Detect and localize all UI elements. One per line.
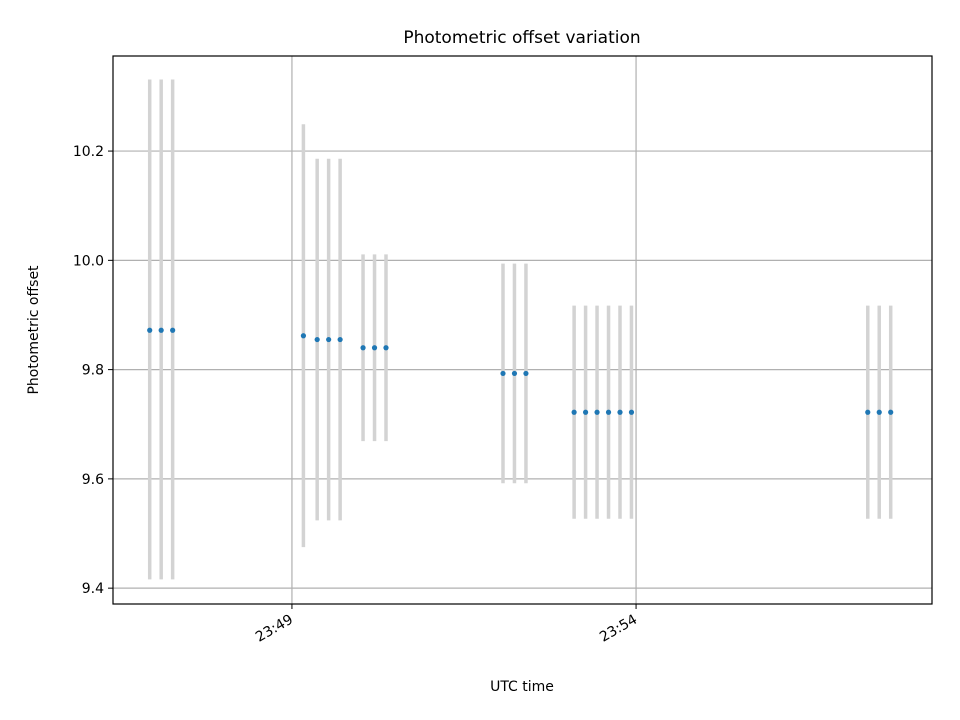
data-point (865, 409, 871, 415)
y-tick-label: 9.8 (82, 363, 104, 379)
axis-ticks: 9.4 9.6 9.8 10.0 10.2 23:49 23:54 (73, 144, 640, 646)
chart-title: Photometric offset variation (403, 28, 640, 48)
data-point (888, 409, 894, 415)
x-tick-label: 23:54 (597, 612, 640, 646)
data-point (876, 409, 882, 415)
x-axis-label: UTC time (490, 679, 554, 695)
data-point (582, 409, 589, 415)
data-point (371, 345, 378, 351)
y-axis-label: Photometric offset (26, 265, 42, 395)
data-point (628, 409, 635, 415)
data-point (326, 336, 332, 343)
data-point (337, 336, 343, 343)
error-bars (147, 79, 893, 580)
data-point (170, 327, 176, 333)
data-point (314, 336, 320, 343)
data-point (147, 327, 153, 333)
data-point (500, 370, 506, 377)
data-point (383, 345, 389, 351)
y-tick-label: 9.6 (82, 472, 104, 488)
y-tick-label: 10.0 (73, 253, 104, 269)
data-points (147, 327, 894, 415)
gridlines (113, 56, 932, 604)
data-point (605, 409, 612, 415)
data-point (617, 409, 623, 415)
plot-frame (112, 55, 933, 605)
data-point (571, 409, 577, 415)
data-point (158, 327, 164, 333)
data-point (300, 333, 307, 339)
data-point (523, 370, 529, 377)
y-tick-label: 9.4 (82, 581, 104, 597)
data-point (360, 345, 366, 351)
x-tick-label: 23:49 (253, 612, 296, 646)
data-point (594, 409, 600, 415)
data-point (511, 370, 518, 377)
y-tick-label: 10.2 (73, 144, 104, 160)
